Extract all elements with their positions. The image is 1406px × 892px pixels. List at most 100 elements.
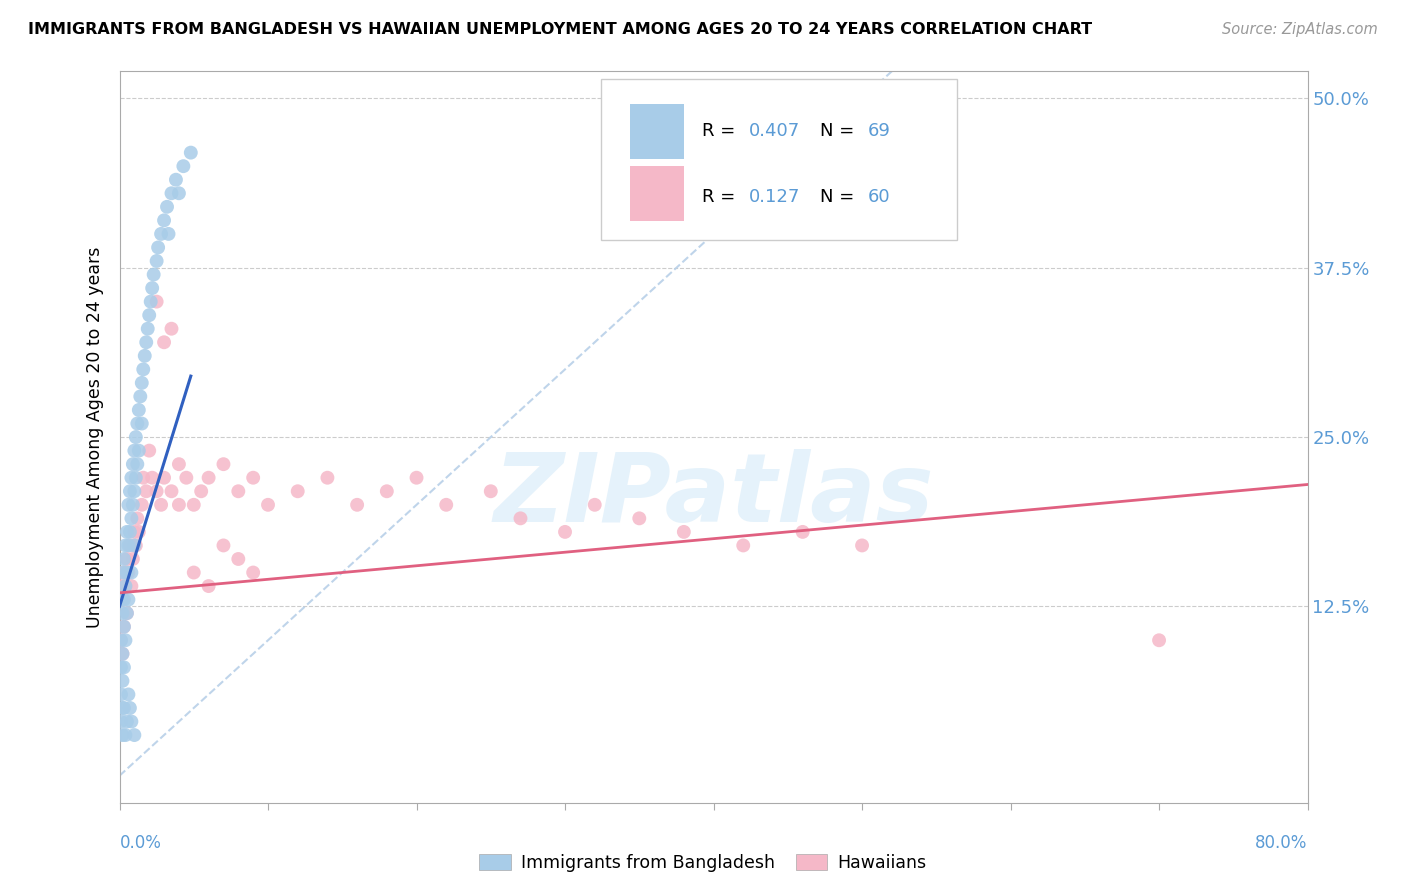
Point <box>554 524 576 539</box>
Point <box>117 592 139 607</box>
Point <box>1147 633 1170 648</box>
Point <box>111 606 134 620</box>
Point <box>128 443 150 458</box>
Point <box>167 498 190 512</box>
Point <box>125 538 148 552</box>
Point <box>110 688 132 702</box>
Text: N =: N = <box>821 122 860 140</box>
Text: 0.407: 0.407 <box>749 122 800 140</box>
Point <box>110 633 132 648</box>
Point <box>112 660 135 674</box>
Point <box>160 484 183 499</box>
Point <box>139 294 162 309</box>
Text: 0.0%: 0.0% <box>120 834 162 852</box>
Point <box>792 524 814 539</box>
Point <box>125 430 148 444</box>
Point <box>118 538 141 552</box>
Point <box>135 484 157 499</box>
Point <box>112 566 135 580</box>
Point <box>156 200 179 214</box>
Point <box>118 701 141 715</box>
Point <box>117 688 139 702</box>
Bar <box>630 104 683 159</box>
Point <box>110 633 132 648</box>
Point <box>114 728 136 742</box>
Point <box>176 471 198 485</box>
Point <box>509 511 531 525</box>
Point <box>242 471 264 485</box>
Point <box>583 498 606 512</box>
Point <box>160 186 183 201</box>
Point <box>183 566 205 580</box>
Point <box>316 471 339 485</box>
Point <box>375 484 398 499</box>
Point <box>117 538 139 552</box>
Text: 60: 60 <box>868 188 890 206</box>
Point <box>111 647 134 661</box>
Text: 0.127: 0.127 <box>749 188 800 206</box>
Point <box>405 471 427 485</box>
Point <box>120 579 142 593</box>
Point <box>145 484 167 499</box>
Text: 69: 69 <box>868 122 891 140</box>
Point <box>127 457 149 471</box>
Point <box>110 714 132 729</box>
Point <box>118 484 141 499</box>
Point <box>228 484 250 499</box>
Point <box>434 498 457 512</box>
Point <box>115 606 138 620</box>
Point <box>628 511 651 525</box>
Point <box>157 227 180 241</box>
Point <box>183 498 205 512</box>
Point <box>129 389 152 403</box>
Point <box>134 349 156 363</box>
Text: ZIPatlas: ZIPatlas <box>494 449 934 542</box>
Point <box>346 498 368 512</box>
Point <box>120 511 142 525</box>
Point <box>111 647 134 661</box>
Text: N =: N = <box>821 188 860 206</box>
Point <box>135 335 157 350</box>
Point <box>672 524 695 539</box>
Point <box>120 566 142 580</box>
Point <box>111 701 134 715</box>
Text: 80.0%: 80.0% <box>1256 834 1308 852</box>
Point <box>131 376 153 390</box>
Point <box>115 566 138 580</box>
Point <box>114 579 136 593</box>
Point <box>197 579 219 593</box>
Point <box>122 498 145 512</box>
Point <box>117 566 139 580</box>
Text: Source: ZipAtlas.com: Source: ZipAtlas.com <box>1222 22 1378 37</box>
Point <box>124 728 146 742</box>
Point <box>117 498 139 512</box>
Point <box>114 579 136 593</box>
Point <box>150 498 173 512</box>
Point <box>115 714 138 729</box>
Point <box>112 620 135 634</box>
Point <box>112 620 135 634</box>
Point <box>132 362 155 376</box>
Point <box>125 471 148 485</box>
Point <box>124 538 146 552</box>
Point <box>172 159 194 173</box>
Point <box>110 660 132 674</box>
Point <box>112 592 135 607</box>
Point <box>138 308 160 322</box>
Point <box>228 552 250 566</box>
Point <box>141 471 163 485</box>
Point <box>190 484 212 499</box>
Point <box>287 484 309 499</box>
Y-axis label: Unemployment Among Ages 20 to 24 years: Unemployment Among Ages 20 to 24 years <box>86 246 104 628</box>
Point <box>142 268 165 282</box>
Point <box>127 417 149 431</box>
Point <box>120 714 142 729</box>
Point <box>131 498 153 512</box>
Point <box>197 471 219 485</box>
Point <box>115 606 138 620</box>
Point <box>851 538 873 552</box>
Legend: Immigrants from Bangladesh, Hawaiians: Immigrants from Bangladesh, Hawaiians <box>472 847 934 879</box>
Point <box>212 457 235 471</box>
Point <box>111 592 134 607</box>
Point <box>127 511 149 525</box>
